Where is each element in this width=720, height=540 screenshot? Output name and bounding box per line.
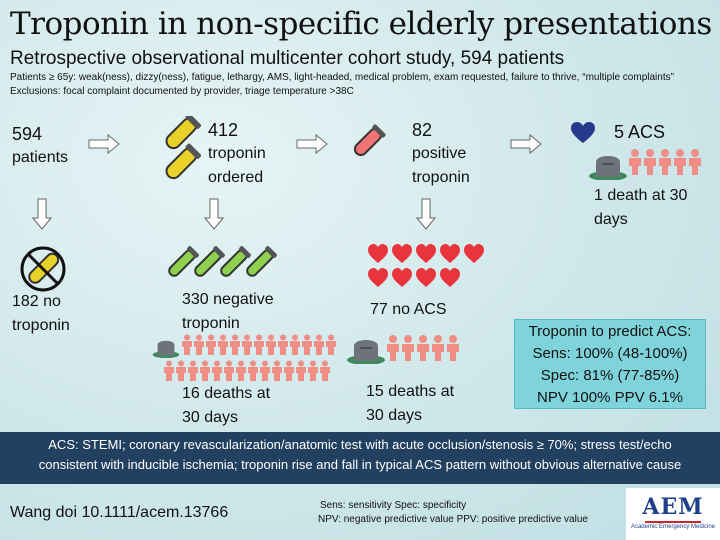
ordered-number: 412	[208, 120, 239, 140]
positive-label-2: troponin	[412, 169, 470, 186]
acs-deaths: 1 death at 30 days	[594, 184, 687, 232]
gravestone-icon	[589, 156, 627, 180]
positive-label-1: positive	[412, 145, 467, 162]
inclusion-criteria: Patients ≥ 65y: weak(ness), dizzy(ness),…	[10, 72, 674, 83]
logo-subtitle: Academic Emergency Medicine	[630, 524, 716, 530]
negative-node: 330 negative troponin	[182, 288, 274, 336]
no-acs-label: 77 no ACS	[370, 301, 447, 318]
ordered-label-2: ordered	[208, 169, 264, 186]
page-title: Troponin in non-specific elderly present…	[10, 6, 712, 42]
negative-deaths: 16 deaths at 30 days	[182, 382, 270, 430]
abbreviations-line-2: NPV: negative predictive value PPV: posi…	[318, 514, 588, 525]
patients-number: 594	[12, 124, 43, 144]
stats-box: Troponin to predict ACS: Sens: 100% (48-…	[514, 319, 706, 409]
patients-node: 594 patients	[12, 122, 68, 170]
stats-sens: Sens: 100% (48-100%)	[532, 345, 688, 362]
acs-definition-band: ACS: STEMI; coronary revascularization/a…	[0, 432, 720, 484]
no-acs-deaths-line-2: 30 days	[366, 407, 423, 424]
people-icon	[629, 149, 701, 175]
no-troponin-node: 182 no troponin	[12, 290, 70, 338]
page-subtitle: Retrospective observational multicenter …	[10, 48, 565, 69]
negative-line-2: troponin	[182, 315, 240, 332]
gravestone-icon	[347, 340, 385, 364]
citation: Wang doi 10.1111/acem.13766	[10, 504, 229, 521]
down-arrow-icon	[416, 198, 436, 230]
people-icon	[387, 335, 459, 361]
red-test-tube-icon	[353, 124, 386, 157]
yellow-test-tubes-icon	[165, 116, 201, 180]
logo-text: AEM	[642, 494, 704, 520]
patients-label: patients	[12, 149, 69, 166]
right-arrow-icon	[296, 134, 328, 154]
gravestone-icon	[152, 340, 180, 358]
no-troponin-line-2: troponin	[12, 317, 70, 334]
red-hearts-icon	[368, 244, 484, 287]
no-acs-deaths: 15 deaths at 30 days	[366, 380, 454, 428]
ordered-label-1: troponin	[208, 145, 266, 162]
right-arrow-icon	[510, 134, 542, 154]
negative-line-1: 330 negative	[182, 291, 274, 308]
ordered-node: 412 troponin ordered	[208, 118, 266, 190]
no-acs-deaths-line-1: 15 deaths at	[366, 383, 455, 400]
acs-definition-line-2: consistent with inducible ischemia; trop…	[38, 457, 682, 472]
stats-npv-ppv: NPV 100% PPV 6.1%	[537, 389, 683, 406]
no-troponin-line-1: 182 no	[12, 293, 61, 310]
blue-heart-icon	[571, 122, 595, 143]
acs-definition-line-1: ACS: STEMI; coronary revascularization/a…	[48, 437, 672, 452]
right-arrow-icon	[88, 134, 120, 154]
acs-deaths-line-2: days	[594, 211, 628, 228]
abbreviations-line-1: Sens: sensitivity Spec: specificity	[320, 500, 467, 511]
positive-node: 82 positive troponin	[412, 118, 470, 190]
stats-spec: Spec: 81% (77-85%)	[540, 367, 680, 384]
green-test-tubes-icon	[168, 246, 277, 277]
aem-logo: AEM Academic Emergency Medicine	[626, 488, 720, 540]
people-icon	[164, 334, 336, 381]
down-arrow-icon	[32, 198, 52, 230]
down-arrow-icon	[204, 198, 224, 230]
no-troponin-icon	[20, 246, 66, 292]
stats-title: Troponin to predict ACS:	[528, 323, 692, 340]
acs-label: 5 ACS	[614, 122, 666, 142]
exclusion-criteria: Exclusions: focal complaint documented b…	[10, 86, 354, 97]
negative-deaths-line-1: 16 deaths at	[182, 385, 271, 402]
negative-deaths-line-2: 30 days	[182, 409, 239, 426]
logo-divider	[645, 521, 701, 523]
positive-number: 82	[412, 120, 433, 140]
acs-deaths-line-1: 1 death at 30	[594, 187, 688, 204]
